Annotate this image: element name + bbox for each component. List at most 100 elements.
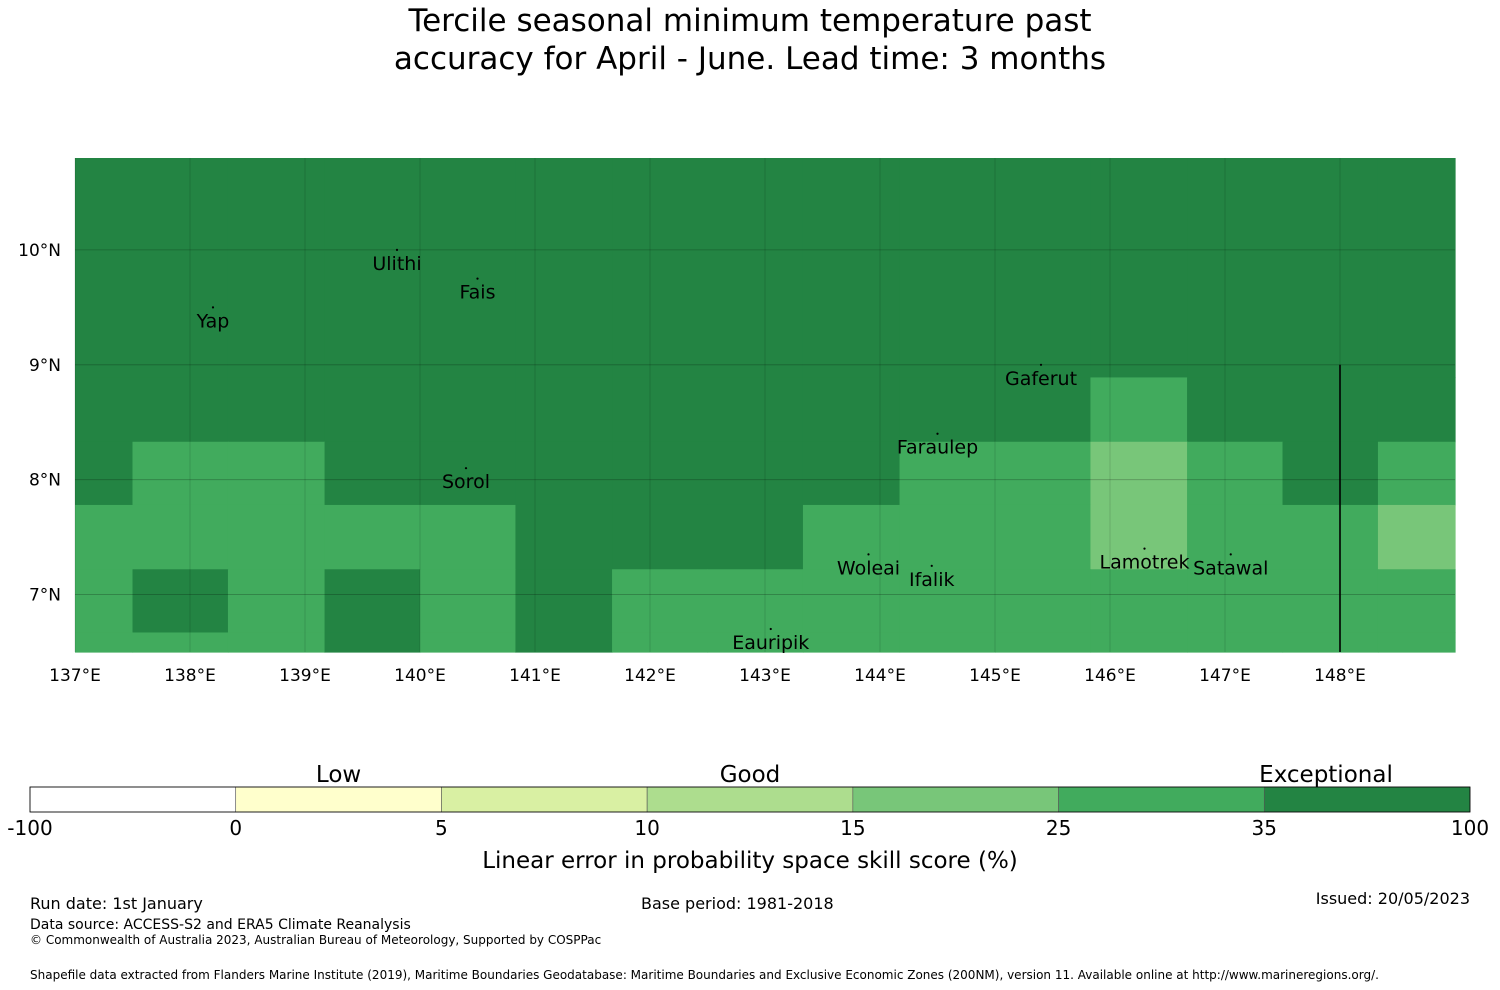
grid-cell [612, 441, 709, 506]
graticule [74, 158, 1455, 652]
map-title: Tercile seasonal minimum temperature pas… [0, 2, 1500, 78]
grid-cell [324, 158, 421, 379]
data-source: Data source: ACCESS-S2 and ERA5 Climate … [30, 917, 411, 933]
island-marker [464, 467, 468, 470]
grid-cell [324, 569, 421, 634]
grid-cell [1090, 441, 1188, 506]
grid-cell [1187, 441, 1284, 506]
colorbar-outline [29, 786, 1471, 813]
issued-date: Issued: 20/05/2023 [1315, 889, 1470, 908]
island-marker [1143, 547, 1146, 550]
island-marker [769, 627, 772, 631]
grid-cell [707, 569, 804, 634]
longitude-tick-labels: 137°E 138°E 139°E 140°E 141°E 142°E 143°E 144°E… [49, 666, 1366, 686]
grid-cell [802, 377, 901, 443]
grid-cell [1377, 158, 1456, 379]
grid-cell [324, 441, 421, 506]
grid-cell [707, 377, 804, 443]
grid-cell [899, 504, 996, 570]
colorbar-category-label: Good [720, 762, 781, 788]
colorbar-tick-label: 10 [634, 816, 659, 840]
latitude-tick-labels: 10°N 9°N 8°N 7°N [18, 241, 61, 606]
colorbar-bin [441, 786, 648, 813]
grid-cell [802, 569, 901, 634]
lon-tick-label: 139°E [279, 666, 331, 686]
colorbar-tick-label: -100 [7, 816, 52, 840]
grid-cell [1187, 377, 1284, 443]
grid-cell [1377, 441, 1456, 506]
grid-cell [1090, 569, 1188, 634]
grid-cell [899, 632, 996, 653]
grid-cell [515, 441, 613, 506]
colorbar-tick-label: 15 [840, 816, 865, 840]
grid-cell [75, 441, 134, 506]
grid-cell [75, 632, 134, 653]
lon-tick-label: 142°E [624, 666, 676, 686]
grid-cell [324, 377, 421, 443]
grid-cell [1187, 569, 1284, 634]
place-label: Fais [459, 282, 495, 304]
colorbar-tick-label: 100 [1451, 816, 1489, 840]
grid-cell [75, 158, 134, 379]
grid-cell [802, 441, 901, 506]
grid-cell [227, 569, 326, 634]
colorbar-bin [1263, 786, 1471, 813]
place-label: Ifalik [909, 569, 955, 591]
island-marker [211, 306, 215, 309]
grid-cell [899, 158, 996, 379]
grid-cell [1187, 504, 1284, 570]
lon-tick-label: 145°E [969, 666, 1021, 686]
grid-cell [1187, 158, 1284, 379]
grid-cell [75, 377, 134, 443]
grid-cell [1090, 158, 1188, 379]
grid-cell [515, 504, 613, 570]
lon-tick-label: 137°E [49, 666, 101, 686]
grid-cell [707, 632, 804, 653]
grid-cell [1282, 377, 1379, 443]
colorbar-tick-label: 35 [1252, 816, 1277, 840]
grid-cell [995, 158, 1092, 379]
colorbar-legend: -100 0 5 10 15 25 35 100 Low Good Exceptional Linea… [7, 762, 1489, 874]
place-label: Woleai [837, 557, 900, 579]
lon-tick-label: 138°E [164, 666, 216, 686]
colorbar-tick-label: 25 [1046, 816, 1071, 840]
grid-cell [1377, 569, 1456, 634]
grid-cell [1187, 632, 1284, 653]
grid-cell [1377, 632, 1456, 653]
colorbar-bin [235, 786, 442, 813]
grid-cell [707, 441, 804, 506]
grid-cell [515, 632, 613, 653]
colorbar-tick-label: 5 [435, 816, 448, 840]
grid-cell [612, 158, 709, 379]
lon-tick-label: 141°E [509, 666, 561, 686]
shapefile-credit: Shapefile data extracted from Flanders M… [30, 968, 1379, 982]
grid-cell [227, 441, 326, 506]
grid-cell [515, 569, 613, 634]
grid-cell [899, 377, 996, 443]
grid-cell [1282, 569, 1379, 634]
colorbar-category-label: Exceptional [1259, 762, 1393, 788]
grid-cell [75, 504, 134, 570]
grid-cell [420, 377, 517, 443]
grid-cell [1090, 377, 1188, 443]
grid-cell [1377, 377, 1456, 443]
grid-cell [612, 632, 709, 653]
island-marker [1229, 553, 1232, 556]
grid-cell [132, 158, 229, 379]
place-label: Gaferut [1005, 368, 1077, 390]
colorbar-bin [646, 786, 854, 813]
grid-cell [132, 504, 229, 570]
place-label: Yap [196, 310, 230, 332]
grid-cell [612, 504, 709, 570]
grid-cell [899, 441, 996, 506]
place-labels: Ulithi Fais Yap Gaferut Faraulep Sorol Woleai I… [196, 248, 1268, 654]
island-marker [476, 277, 479, 280]
copyright: © Commonwealth of Australia 2023, Austra… [30, 933, 602, 947]
grid-cell [227, 504, 326, 570]
grid-cell [1282, 441, 1379, 506]
colorbar-axis-label: Linear error in probability space skill … [482, 848, 1018, 874]
grid-cell [1282, 504, 1379, 570]
place-label: Satawal [1193, 557, 1268, 579]
island-marker [936, 432, 939, 435]
lon-tick-label: 140°E [394, 666, 446, 686]
